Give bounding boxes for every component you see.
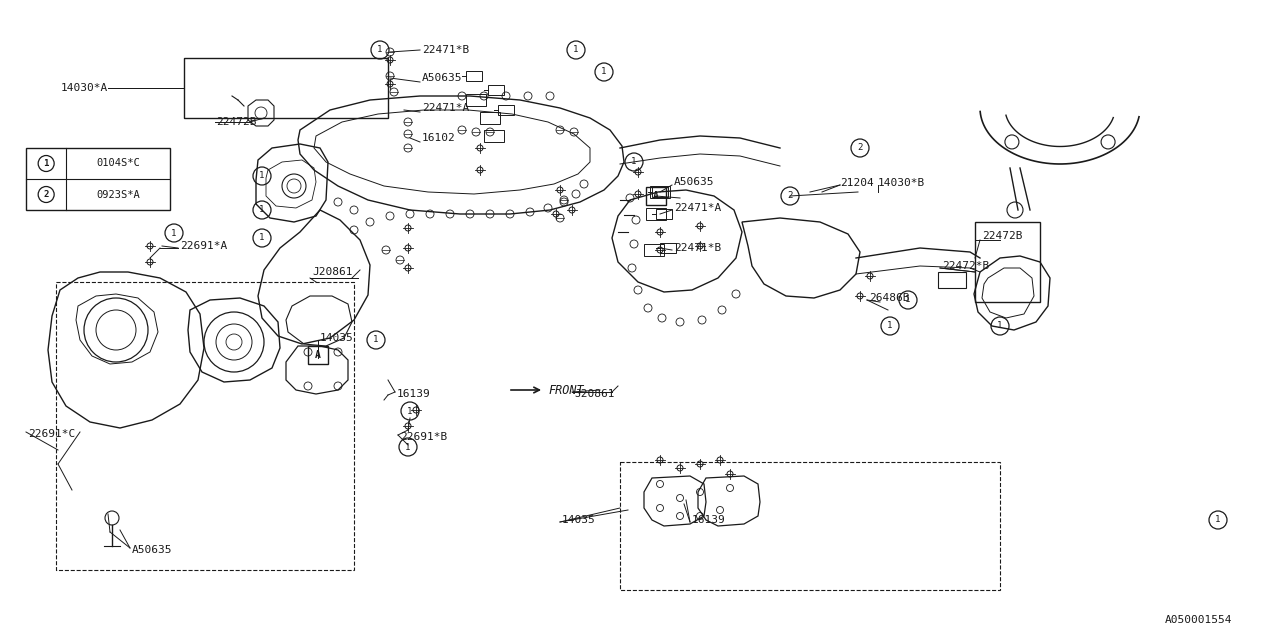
Text: 2: 2 <box>44 190 49 199</box>
Text: 1: 1 <box>407 406 412 415</box>
Text: 22691*C: 22691*C <box>28 429 76 439</box>
Text: 1: 1 <box>406 442 411 451</box>
Text: 22471*B: 22471*B <box>675 243 721 253</box>
Text: 1: 1 <box>172 228 177 237</box>
Text: 16102: 16102 <box>422 133 456 143</box>
Bar <box>646 187 666 205</box>
Text: 2: 2 <box>787 191 792 200</box>
Text: 22691*A: 22691*A <box>180 241 228 251</box>
Text: 1: 1 <box>260 234 265 243</box>
Text: 0104S*C: 0104S*C <box>96 159 140 168</box>
Text: 1: 1 <box>631 157 636 166</box>
Text: 22472B: 22472B <box>982 231 1023 241</box>
Text: A: A <box>653 191 659 201</box>
Bar <box>466 71 483 81</box>
Text: 22471*B: 22471*B <box>422 45 470 55</box>
Text: 1: 1 <box>602 67 607 77</box>
Bar <box>975 222 1039 302</box>
Bar <box>644 244 664 256</box>
Text: 1: 1 <box>997 321 1002 330</box>
Text: 0923S*A: 0923S*A <box>96 189 140 200</box>
Text: 16139: 16139 <box>397 389 431 399</box>
Text: 1: 1 <box>374 335 379 344</box>
Bar <box>480 112 500 124</box>
Text: A50635: A50635 <box>422 73 462 83</box>
Text: 14035: 14035 <box>562 515 595 525</box>
Bar <box>26 148 170 210</box>
Text: 1: 1 <box>260 205 265 214</box>
Bar <box>484 130 504 142</box>
Text: 2: 2 <box>858 143 863 152</box>
Bar <box>620 462 1000 590</box>
Text: 1: 1 <box>378 45 383 54</box>
Text: A50635: A50635 <box>132 545 173 555</box>
Text: A50635: A50635 <box>675 177 714 187</box>
Text: FRONT: FRONT <box>548 383 584 397</box>
Bar <box>657 209 672 219</box>
Text: J20861: J20861 <box>312 267 352 277</box>
Text: 14035: 14035 <box>320 333 353 343</box>
Bar <box>184 58 388 118</box>
Text: 1: 1 <box>573 45 579 54</box>
Bar <box>466 94 486 106</box>
Text: 1: 1 <box>260 172 265 180</box>
Text: 22691*B: 22691*B <box>399 432 447 442</box>
Bar <box>938 272 966 288</box>
Bar <box>660 243 676 253</box>
Text: J20861: J20861 <box>573 389 614 399</box>
Text: 22471*A: 22471*A <box>675 203 721 213</box>
Bar <box>308 346 328 364</box>
Bar <box>652 187 668 197</box>
Text: 1: 1 <box>905 296 910 305</box>
Text: 14030*B: 14030*B <box>878 178 925 188</box>
Bar <box>650 186 669 198</box>
Text: 22472B: 22472B <box>216 117 256 127</box>
Bar <box>646 208 666 220</box>
Text: A050001554: A050001554 <box>1165 615 1231 625</box>
Bar <box>56 282 355 570</box>
Text: 1: 1 <box>887 321 892 330</box>
Text: 26486B: 26486B <box>869 293 910 303</box>
Bar <box>488 85 504 95</box>
Text: 16139: 16139 <box>692 515 726 525</box>
Text: 22471*A: 22471*A <box>422 103 470 113</box>
Text: 14030*A: 14030*A <box>60 83 108 93</box>
Bar <box>498 105 515 115</box>
Text: 22472*B: 22472*B <box>942 261 989 271</box>
Text: 21204: 21204 <box>840 178 874 188</box>
Text: 1: 1 <box>1215 515 1221 525</box>
Text: A: A <box>315 350 321 360</box>
Text: 1: 1 <box>44 159 49 168</box>
